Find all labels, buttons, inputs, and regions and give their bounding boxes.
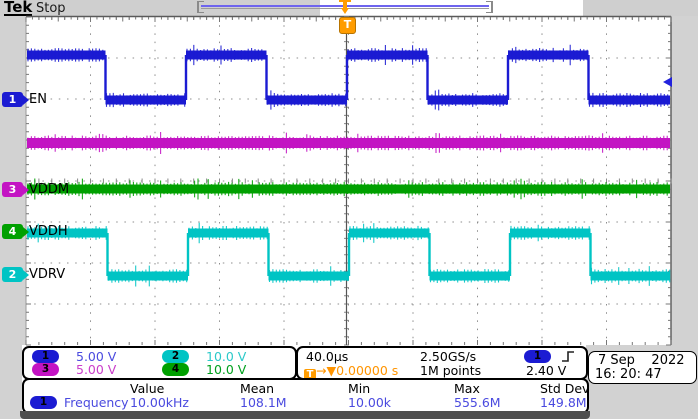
waveform-noise [27, 48, 104, 62]
trigger-marker-badge: T [339, 17, 356, 34]
acquisition-status: Stop [36, 1, 66, 16]
channel-1-marker-arrow-icon [23, 94, 29, 105]
meas-row-stddev: 149.8M [540, 395, 587, 410]
datetime-box: 7 Sep 2022 16: 20: 47 [588, 351, 697, 384]
channel-2-marker-arrow-icon [23, 269, 29, 280]
waveform-label-vdrv: VDRV [29, 267, 66, 282]
channel-3-marker-arrow-icon [23, 184, 29, 195]
horizontal-trigger-box: 40.0µs 2.50GS/s 1 T →▼0.00000 s 1M points… [296, 346, 588, 381]
trigger-arrow-icon: →▼ [316, 363, 337, 378]
sample-rate-readout: 2.50GS/s [420, 349, 477, 364]
top-left-panel [0, 0, 320, 16]
waveform-label-vddh: VDDH [29, 224, 68, 239]
channel-1-scale: 5.00 V [76, 349, 117, 364]
channel-2-marker: 2 [2, 267, 29, 282]
waveform-label-vddm: VDDM [29, 182, 70, 197]
measurements-box: Value Mean Min Max Std Dev 1 Frequency 1… [22, 378, 589, 414]
trigger-position-flag-icon [339, 0, 351, 14]
date-readout: 7 Sep 2022 [598, 353, 685, 368]
meas-row-min: 10.00k [348, 395, 392, 410]
channel-4-scale: 10.0 V [206, 362, 247, 377]
waveform-edges [106, 233, 592, 276]
trigger-delay-readout: T →▼0.00000 s [304, 364, 398, 381]
meas-row-max: 555.6M [454, 395, 501, 410]
meas-header-max: Max [454, 381, 480, 396]
channel-4-marker-number: 4 [8, 225, 17, 238]
time-readout: 16: 20: 47 [595, 367, 662, 382]
top-right-panel [583, 0, 698, 16]
meas-header-value: Value [130, 381, 165, 396]
channel-4-marker: 4 [2, 224, 29, 239]
meas-header-mean: Mean [240, 381, 275, 396]
channel-3-marker: 3 [2, 182, 29, 197]
record-length-readout: 1M points [420, 363, 482, 378]
channel-1-badge: 1 [32, 350, 59, 363]
channel-4-badge: 4 [162, 363, 189, 376]
meas-row-channel-badge: 1 [30, 396, 57, 409]
timebase-readout: 40.0µs [306, 349, 349, 364]
channel-3-scale: 5.00 V [76, 362, 117, 377]
meas-row-mean: 108.1M [240, 395, 287, 410]
rising-edge-slope-icon [562, 351, 574, 362]
trigger-source-badge: 1 [524, 350, 551, 363]
meas-header-stddev: Std Dev [540, 381, 590, 396]
tek-logo: Tek [4, 0, 33, 16]
meas-row-name: Frequency [64, 395, 129, 410]
channel-1-marker: 1 [2, 92, 29, 107]
record-view-right-bracket-icon [486, 1, 493, 13]
channel-1-marker-number: 1 [8, 93, 17, 106]
channel-3-badge: 3 [32, 363, 59, 376]
channel-2-badge: 2 [162, 350, 189, 363]
channel-scales-box: 1 5.00 V 2 10.0 V 3 5.00 V 4 10.0 V [22, 346, 297, 380]
channel-2-marker-number: 2 [8, 268, 17, 281]
channel-4-marker-arrow-icon [23, 226, 29, 237]
trigger-delay-value: 0.00000 s [336, 363, 399, 378]
channel-2-scale: 10.0 V [206, 349, 247, 364]
center-axis-ticks [25, 16, 672, 346]
bottom-shadow-bar [20, 411, 590, 419]
trigger-level-arrow-icon [663, 77, 672, 87]
waveform-noise [27, 132, 668, 154]
meas-header-min: Min [348, 381, 371, 396]
record-view-bar [197, 0, 493, 14]
waveform-edges [104, 55, 590, 100]
trigger-level-readout: 2.40 V [526, 363, 567, 378]
waveform-label-en: EN [29, 92, 47, 107]
meas-row-value: 10.00kHz [130, 395, 189, 410]
record-view-left-bracket-icon [197, 1, 204, 13]
channel-3-marker-number: 3 [8, 183, 17, 196]
